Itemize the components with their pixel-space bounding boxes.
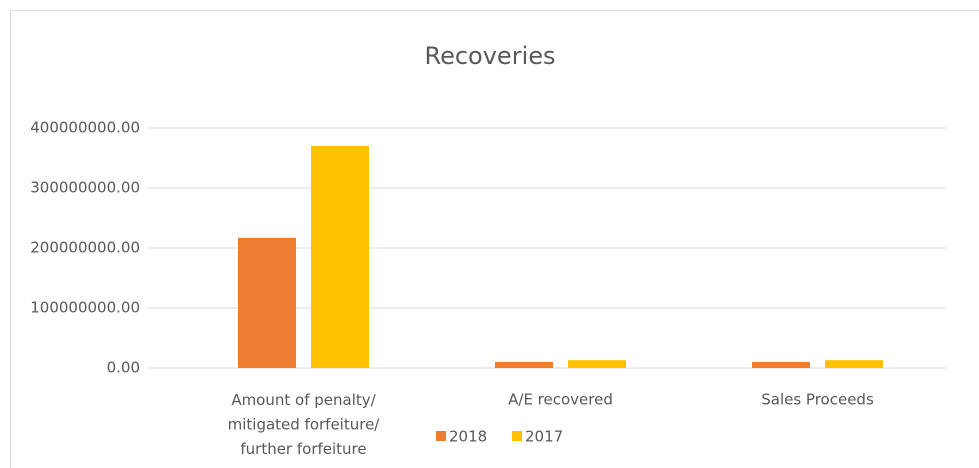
bar (825, 360, 883, 368)
x-tick-label-line: Amount of penalty/ (231, 391, 376, 409)
x-tick-label: Amount of penalty/mitigated forfeiture/f… (228, 391, 381, 458)
bar (752, 362, 810, 368)
bar (311, 146, 369, 368)
legend-label: 2018 (449, 428, 487, 446)
chart-title: Recoveries (424, 42, 555, 70)
y-tick-label: 200000000.00 (30, 239, 140, 257)
legend-swatch (512, 431, 522, 441)
legend-label: 2017 (525, 428, 563, 446)
y-tick-label: 400000000.00 (30, 119, 140, 137)
x-tick-label-line: further forfeiture (240, 440, 366, 458)
y-tick-label: 100000000.00 (30, 299, 140, 317)
bar (568, 360, 626, 368)
x-tick-label: Sales Proceeds (761, 391, 874, 409)
chart-border (10, 10, 979, 468)
bar (495, 362, 553, 368)
y-tick-label: 0.00 (107, 359, 140, 377)
x-tick-label: A/E recovered (508, 391, 613, 409)
x-tick-label-line: mitigated forfeiture/ (228, 415, 381, 433)
bar (238, 237, 296, 368)
y-tick-label: 300000000.00 (30, 179, 140, 197)
legend-swatch (436, 431, 446, 441)
